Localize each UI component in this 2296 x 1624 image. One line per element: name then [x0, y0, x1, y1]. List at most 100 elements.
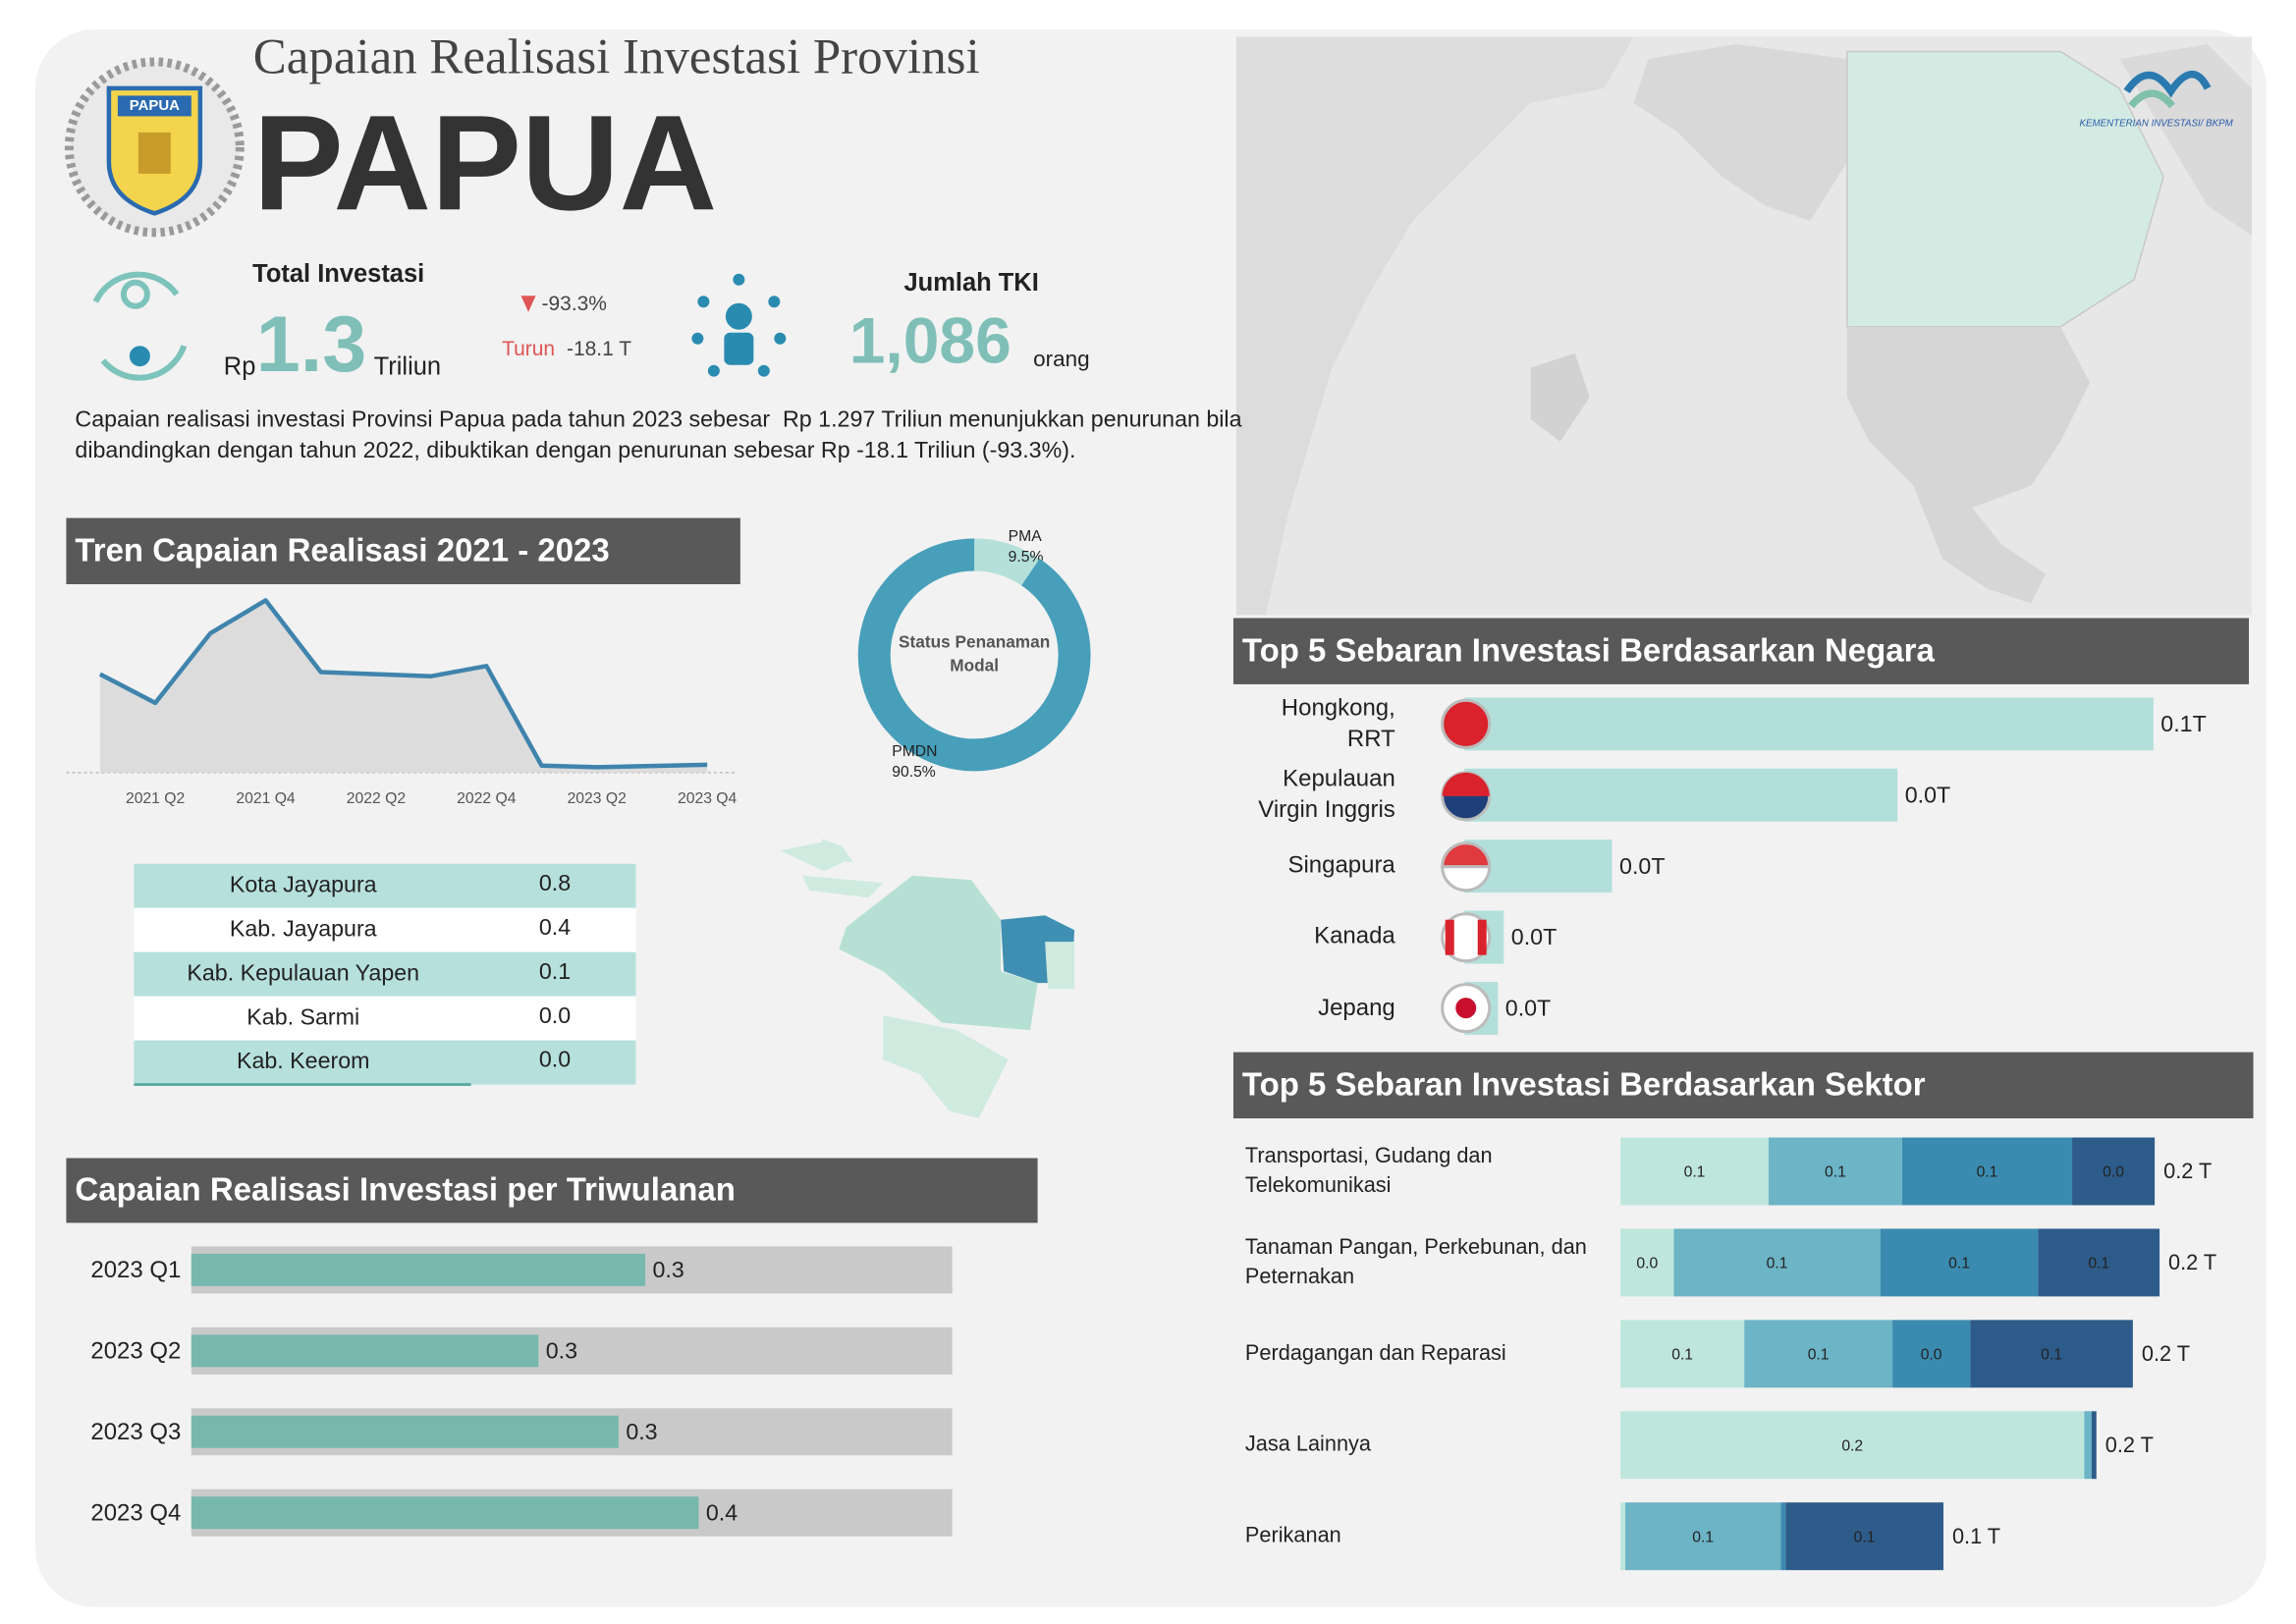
trend-area — [99, 600, 708, 773]
category-label: Kepulauan Virgin Inggris — [1258, 767, 1395, 824]
regency-value: 0.1 — [539, 958, 571, 984]
category-label-box: Kepulauan Virgin Inggris — [1258, 767, 1395, 824]
province-emblem: PAPUA — [64, 57, 245, 238]
bar-segment — [1901, 1137, 2073, 1206]
value-label: 0.0T — [1905, 782, 1950, 807]
regency-name: Kab. Kepulauan Yapen — [187, 959, 419, 985]
value-label: 0.3 — [653, 1257, 684, 1282]
ministry-label: KEMENTERIAN INVESTASI/ BKPM — [2080, 118, 2234, 129]
investment-currency: Rp — [224, 352, 256, 380]
bar — [191, 1496, 699, 1530]
trend-line — [98, 598, 708, 770]
segment-label: 0.1 — [1977, 1164, 1998, 1181]
table-row — [134, 1040, 636, 1085]
total-label: 0.2 T — [2163, 1159, 2212, 1183]
value-label: 0.3 — [546, 1337, 577, 1363]
trend-label: Turun — [502, 338, 555, 360]
category-label-box: Kanada — [1314, 924, 1395, 950]
section-title: Capaian Realisasi Investasi per Triwulan… — [75, 1171, 735, 1208]
x-tick-label: 2023 Q4 — [678, 790, 738, 807]
segment-label: 0.1 — [2041, 1346, 2062, 1363]
workers-icon — [691, 273, 787, 377]
bar-segment — [1785, 1502, 1943, 1571]
total-label: 0.2 T — [2105, 1433, 2154, 1457]
section-title: Tren Capaian Realisasi 2021 - 2023 — [75, 531, 609, 568]
bar-segment — [1880, 1228, 2039, 1297]
bar — [191, 1253, 646, 1286]
segment-label: 0.2 — [1841, 1437, 1863, 1454]
x-tick-label: 2022 Q2 — [347, 790, 406, 807]
bar-segment — [1970, 1320, 2133, 1388]
value-label: 0.0T — [1511, 924, 1557, 949]
category-label: 2023 Q4 — [90, 1500, 181, 1527]
donut-title-box: Status Penanaman Modal — [899, 634, 1050, 676]
category-label: Tanaman Pangan, Perkebunan, dan Peternak… — [1244, 1235, 1587, 1289]
total-label: 0.1 T — [1952, 1524, 2000, 1548]
regency-value: 0.8 — [539, 870, 571, 895]
category-label: Transportasi, Gudang dan Telekomunikasi — [1244, 1145, 1493, 1198]
category-label: 2023 Q3 — [90, 1419, 181, 1445]
section-header — [66, 1158, 1038, 1223]
segment-label: 0.1 — [1671, 1346, 1693, 1363]
regency-value: 0.0 — [539, 1002, 571, 1028]
bar-segment — [1673, 1228, 1881, 1297]
bar-segment — [2084, 1411, 2092, 1480]
province-name: PAPUA — [253, 87, 717, 239]
slice-name: PMA — [1009, 528, 1043, 545]
bar-segment — [2091, 1411, 2097, 1480]
total-label: 0.2 T — [2168, 1250, 2216, 1274]
regency-value: 0.0 — [539, 1047, 571, 1072]
segment-label: 0.1 — [1767, 1256, 1788, 1272]
total-label: 0.2 T — [2142, 1341, 2190, 1366]
trend-value: -18.1 T — [567, 338, 631, 360]
category-label: Jepang — [1318, 996, 1395, 1021]
investment-value: 1.3 — [256, 300, 367, 389]
value-label: 0.4 — [706, 1499, 738, 1525]
emblem-label: PAPUA — [130, 97, 180, 114]
category-label: Hongkong, RRT — [1281, 695, 1395, 752]
category-label-box: Jepang — [1318, 996, 1395, 1021]
segment-label: 0.0 — [2103, 1164, 2124, 1181]
segment-label: 0.1 — [1854, 1529, 1876, 1545]
x-tick-label: 2021 Q2 — [126, 790, 185, 807]
regency-name: Kab. Sarmi — [246, 1003, 359, 1029]
papua-map — [780, 839, 1075, 1119]
section-header — [1232, 618, 2250, 684]
value-label: 0.1T — [2160, 711, 2206, 736]
section-header — [66, 517, 740, 584]
bar-segment — [1625, 1502, 1781, 1571]
down-arrow — [520, 296, 536, 312]
category-label-box: Jasa Lainnya — [1245, 1434, 1371, 1457]
slice-value: 9.5% — [1009, 549, 1044, 566]
bar — [1464, 768, 1898, 822]
category-label: 2023 Q2 — [90, 1338, 181, 1365]
category-label: Perdagangan dan Reparasi — [1244, 1341, 1506, 1366]
regency-name: Kab. Jayapura — [230, 915, 377, 941]
investment-icon — [92, 271, 188, 381]
bar-segment — [1744, 1320, 1893, 1388]
category-label: Singapura — [1287, 853, 1395, 879]
category-label: Kanada — [1314, 924, 1395, 950]
segment-label: 0.1 — [1684, 1164, 1706, 1181]
segment-label: 0.0 — [1636, 1256, 1658, 1272]
page-title: Capaian Realisasi Investasi Provinsi — [253, 30, 980, 85]
description-box: Capaian realisasi investasi Provinsi Pap… — [75, 407, 1242, 464]
value-label: 0.0T — [1619, 853, 1665, 879]
investment-unit: Triliun — [374, 352, 441, 380]
section-header — [1232, 1052, 2254, 1119]
workers-label: Jumlah TKI — [904, 269, 1039, 297]
bar-segment — [1620, 1411, 2085, 1480]
category-label: 2023 Q1 — [90, 1257, 181, 1283]
bar-segment — [1620, 1137, 1769, 1206]
bar-segment — [1620, 1320, 1745, 1388]
description: Capaian realisasi investasi Provinsi Pap… — [75, 407, 1242, 464]
bar-segment — [2038, 1228, 2160, 1297]
segment-label: 0.1 — [1692, 1529, 1714, 1545]
x-tick-label: 2022 Q4 — [457, 790, 517, 807]
flags — [1441, 698, 1492, 1034]
bar-segment — [1620, 1502, 1626, 1571]
table-row — [134, 907, 636, 952]
slice-value: 90.5% — [892, 764, 936, 781]
